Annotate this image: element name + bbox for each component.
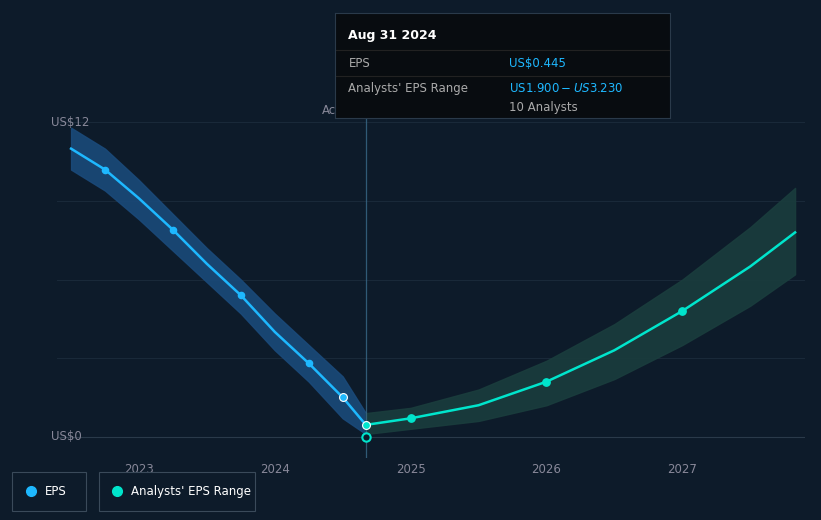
Point [360,421,373,429]
Text: 2027: 2027 [667,463,697,476]
Text: EPS: EPS [45,485,67,498]
Text: 2024: 2024 [260,463,290,476]
Point [676,307,689,315]
Text: 2026: 2026 [531,463,562,476]
FancyBboxPatch shape [99,472,255,511]
Text: US$1.900 - US$3.230: US$1.900 - US$3.230 [509,82,623,95]
Text: Analysts' EPS Range: Analysts' EPS Range [131,485,251,498]
Point [404,414,417,422]
Text: 10 Analysts: 10 Analysts [509,101,578,114]
Point [540,378,553,386]
Text: 2023: 2023 [124,463,154,476]
Text: US$12: US$12 [51,116,89,129]
Text: 2025: 2025 [396,463,425,476]
Text: Aug 31 2024: Aug 31 2024 [348,29,437,42]
Text: Analysts Forecasts: Analysts Forecasts [373,104,483,117]
FancyBboxPatch shape [12,472,86,511]
Text: Actual: Actual [322,104,359,117]
Point [360,421,373,429]
Point [302,359,315,368]
Point [167,226,180,234]
Point [234,291,247,300]
Text: Analysts' EPS Range: Analysts' EPS Range [348,82,469,95]
Point [336,393,349,401]
Text: EPS: EPS [348,57,370,70]
Text: US$0: US$0 [51,430,81,443]
Point [360,433,373,441]
Text: US$0.445: US$0.445 [509,57,566,70]
Point [99,165,112,174]
